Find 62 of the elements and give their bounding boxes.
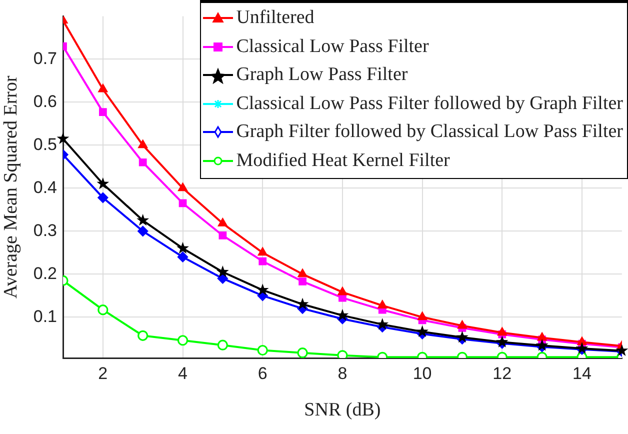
x-tick-label: 12: [492, 364, 512, 383]
point: [616, 344, 628, 356]
x-axis-title: SNR (dB): [304, 400, 381, 421]
y-tick-label: 0.1: [33, 306, 57, 326]
y-tick-label: 0.3: [33, 220, 57, 240]
x-tick-label: 10: [412, 364, 432, 383]
point: [98, 304, 108, 316]
point: [138, 140, 148, 148]
point: [177, 335, 188, 346]
x-tick-label: 2: [98, 364, 108, 383]
y-axis-title: Average Mean Squared Error: [0, 75, 22, 298]
legend-label: Modified Heat Kernel Filter: [236, 150, 450, 172]
legend-label: Unfiltered: [236, 7, 314, 30]
x-tick-label: 4: [178, 364, 188, 383]
point: [297, 348, 308, 358]
legend-label: Graph Low Pass Filter: [236, 64, 408, 86]
y-tick-label: 0.5: [33, 134, 57, 154]
point: [256, 284, 269, 296]
point: [218, 218, 228, 226]
legend-label: Graph Filter followed by Classical Low Pass Filter: [236, 121, 623, 144]
legend-label: Classical Low Pass Filter: [236, 36, 429, 58]
x-tick-label: 14: [572, 364, 592, 383]
y-tick-label: 0.6: [33, 92, 57, 111]
point: [497, 327, 507, 336]
point: [98, 108, 107, 116]
y-tick-label: 0.2: [33, 264, 57, 283]
point: [138, 330, 148, 341]
point: [416, 325, 428, 338]
point: [136, 214, 150, 226]
point: [176, 242, 189, 254]
point: [298, 278, 306, 286]
point: [258, 247, 268, 256]
point: [577, 336, 587, 346]
point: [337, 350, 348, 358]
point: [418, 312, 427, 320]
point: [138, 226, 148, 236]
point: [216, 266, 229, 278]
point: [138, 158, 147, 166]
point: [298, 268, 308, 278]
point: [258, 257, 267, 266]
point: [456, 330, 468, 343]
point: [96, 177, 110, 190]
point: [56, 132, 70, 144]
point: [98, 192, 108, 203]
legend-label: Classical Low Pass Filter followed by Graph Filter: [236, 92, 623, 115]
point: [537, 332, 547, 341]
point: [218, 232, 227, 240]
point: [98, 84, 108, 92]
point: [217, 340, 228, 350]
point: [376, 318, 389, 330]
point: [378, 300, 388, 309]
point: [338, 286, 348, 296]
point: [178, 199, 187, 208]
x-tick-label: 6: [258, 364, 268, 383]
point: [336, 308, 349, 321]
point: [458, 320, 467, 329]
point: [178, 182, 188, 192]
y-tick-label: 0.7: [33, 48, 57, 68]
point: [178, 252, 188, 262]
x-tick-label: 8: [338, 364, 348, 383]
y-tick-label: 0.4: [33, 178, 57, 197]
point: [257, 344, 268, 356]
